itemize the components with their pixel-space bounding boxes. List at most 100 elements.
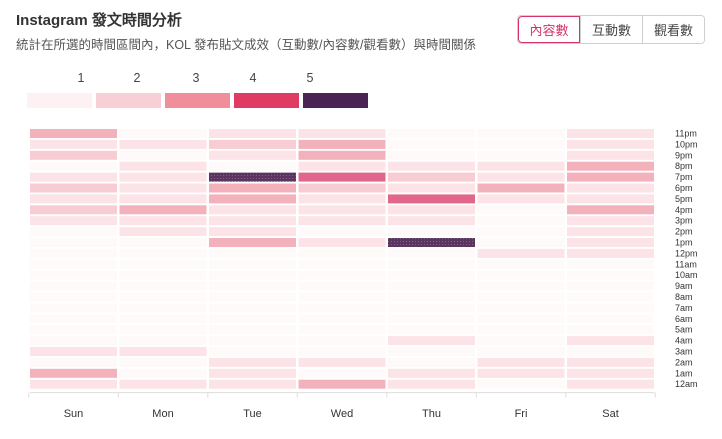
heatmap-cell-thu-4pm[interactable] xyxy=(388,205,475,215)
heatmap-cell-sun-2am[interactable] xyxy=(30,357,117,367)
heatmap-cell-sun-4am[interactable] xyxy=(30,336,117,346)
heatmap-cell-fri-2am[interactable] xyxy=(477,357,565,367)
heatmap-cell-sun-7am[interactable] xyxy=(30,303,117,313)
heatmap-cell-fri-1am[interactable] xyxy=(477,368,565,378)
heatmap-cell-mon-12am[interactable] xyxy=(119,379,207,389)
heatmap-cell-mon-11pm[interactable] xyxy=(119,129,207,138)
heatmap-cell-sun-4pm[interactable] xyxy=(30,205,117,215)
heatmap-cell-sun-3pm[interactable] xyxy=(30,216,117,226)
heatmap-cell-fri-7am[interactable] xyxy=(477,303,565,313)
heatmap-cell-fri-8pm[interactable] xyxy=(477,161,565,171)
heatmap-cell-mon-4am[interactable] xyxy=(119,336,207,346)
heatmap-cell-wed-2pm[interactable] xyxy=(298,227,386,237)
heatmap-cell-tue-7am[interactable] xyxy=(209,303,296,313)
heatmap-cell-mon-7pm[interactable] xyxy=(119,172,207,182)
heatmap-cell-wed-1pm[interactable] xyxy=(298,238,386,247)
heatmap-cell-sat-6pm[interactable] xyxy=(567,183,654,193)
heatmap-cell-mon-2am[interactable] xyxy=(119,357,207,367)
heatmap-cell-fri-5am[interactable] xyxy=(477,325,565,335)
heatmap-cell-thu-9pm[interactable] xyxy=(388,150,475,160)
heatmap-cell-sat-12am[interactable] xyxy=(567,379,654,389)
heatmap-cell-wed-7pm[interactable] xyxy=(298,172,386,182)
heatmap-cell-tue-12am[interactable] xyxy=(209,379,296,389)
heatmap-cell-tue-5am[interactable] xyxy=(209,325,296,335)
heatmap-cell-mon-1am[interactable] xyxy=(119,368,207,378)
heatmap-cell-sat-5pm[interactable] xyxy=(567,194,654,204)
heatmap-cell-thu-7pm[interactable] xyxy=(388,172,475,182)
heatmap-cell-mon-10pm[interactable] xyxy=(119,139,207,149)
heatmap-cell-sun-7pm[interactable] xyxy=(30,172,117,182)
heatmap-cell-fri-10am[interactable] xyxy=(477,270,565,280)
heatmap-cell-fri-4am[interactable] xyxy=(477,336,565,346)
heatmap-cell-tue-3pm[interactable] xyxy=(209,216,296,226)
heatmap-cell-mon-12pm[interactable] xyxy=(119,248,207,258)
heatmap-cell-tue-2am[interactable] xyxy=(209,357,296,367)
heatmap-cell-sat-4am[interactable] xyxy=(567,336,654,346)
heatmap-cell-mon-9pm[interactable] xyxy=(119,150,207,160)
heatmap-cell-sat-5am[interactable] xyxy=(567,325,654,335)
heatmap-cell-sat-10am[interactable] xyxy=(567,270,654,280)
heatmap-cell-sat-1am[interactable] xyxy=(567,368,654,378)
heatmap-cell-sun-5am[interactable] xyxy=(30,325,117,335)
heatmap-cell-fri-5pm[interactable] xyxy=(477,194,565,204)
heatmap-cell-wed-11am[interactable] xyxy=(298,259,386,269)
heatmap-cell-mon-6am[interactable] xyxy=(119,314,207,324)
heatmap-cell-tue-4am[interactable] xyxy=(209,336,296,346)
heatmap-cell-wed-5pm[interactable] xyxy=(298,194,386,204)
heatmap-cell-thu-1pm[interactable] xyxy=(388,238,475,247)
heatmap-cell-mon-10am[interactable] xyxy=(119,270,207,280)
heatmap-cell-thu-11am[interactable] xyxy=(388,259,475,269)
heatmap-cell-fri-3am[interactable] xyxy=(477,347,565,356)
heatmap-cell-sun-1am[interactable] xyxy=(30,368,117,378)
heatmap-cell-tue-9pm[interactable] xyxy=(209,150,296,160)
heatmap-cell-thu-4am[interactable] xyxy=(388,336,475,346)
heatmap-cell-tue-8pm[interactable] xyxy=(209,161,296,171)
heatmap-cell-fri-3pm[interactable] xyxy=(477,216,565,226)
heatmap-cell-wed-10pm[interactable] xyxy=(298,139,386,149)
heatmap-cell-mon-3pm[interactable] xyxy=(119,216,207,226)
heatmap-cell-sun-10pm[interactable] xyxy=(30,139,117,149)
heatmap-cell-sun-8pm[interactable] xyxy=(30,161,117,171)
heatmap-cell-sun-11pm[interactable] xyxy=(30,129,117,138)
heatmap-cell-wed-4pm[interactable] xyxy=(298,205,386,215)
heatmap-cell-sun-12pm[interactable] xyxy=(30,248,117,258)
heatmap-cell-sat-7pm[interactable] xyxy=(567,172,654,182)
heatmap-cell-fri-1pm[interactable] xyxy=(477,238,565,247)
heatmap-cell-fri-12pm[interactable] xyxy=(477,248,565,258)
heatmap-cell-wed-3am[interactable] xyxy=(298,347,386,356)
heatmap-cell-tue-6pm[interactable] xyxy=(209,183,296,193)
heatmap-cell-sat-11pm[interactable] xyxy=(567,129,654,138)
tab-view-count[interactable]: 觀看數 xyxy=(642,16,704,43)
heatmap-cell-thu-3pm[interactable] xyxy=(388,216,475,226)
heatmap-cell-thu-10am[interactable] xyxy=(388,270,475,280)
heatmap-cell-tue-11am[interactable] xyxy=(209,259,296,269)
heatmap-cell-sat-12pm[interactable] xyxy=(567,248,654,258)
heatmap-cell-mon-4pm[interactable] xyxy=(119,205,207,215)
heatmap-cell-thu-7am[interactable] xyxy=(388,303,475,313)
heatmap-cell-mon-3am[interactable] xyxy=(119,347,207,356)
heatmap-cell-tue-9am[interactable] xyxy=(209,281,296,291)
heatmap-cell-sun-3am[interactable] xyxy=(30,347,117,356)
heatmap-cell-fri-12am[interactable] xyxy=(477,379,565,389)
heatmap-cell-thu-6pm[interactable] xyxy=(388,183,475,193)
heatmap-cell-sun-6pm[interactable] xyxy=(30,183,117,193)
heatmap-cell-thu-3am[interactable] xyxy=(388,347,475,356)
heatmap-cell-fri-10pm[interactable] xyxy=(477,139,565,149)
heatmap-cell-tue-10pm[interactable] xyxy=(209,139,296,149)
heatmap-cell-thu-2pm[interactable] xyxy=(388,227,475,237)
heatmap-cell-fri-8am[interactable] xyxy=(477,292,565,302)
heatmap-cell-sat-3pm[interactable] xyxy=(567,216,654,226)
heatmap-cell-wed-5am[interactable] xyxy=(298,325,386,335)
heatmap-cell-tue-12pm[interactable] xyxy=(209,248,296,258)
heatmap-cell-sun-5pm[interactable] xyxy=(30,194,117,204)
heatmap-cell-wed-9pm[interactable] xyxy=(298,150,386,160)
heatmap-cell-sat-6am[interactable] xyxy=(567,314,654,324)
heatmap-cell-fri-11am[interactable] xyxy=(477,259,565,269)
heatmap-cell-tue-11pm[interactable] xyxy=(209,129,296,138)
heatmap-cell-sun-2pm[interactable] xyxy=(30,227,117,237)
heatmap-cell-sun-8am[interactable] xyxy=(30,292,117,302)
heatmap-cell-tue-3am[interactable] xyxy=(209,347,296,356)
heatmap-cell-sun-1pm[interactable] xyxy=(30,238,117,247)
heatmap-cell-fri-6pm[interactable] xyxy=(477,183,565,193)
heatmap-cell-mon-7am[interactable] xyxy=(119,303,207,313)
